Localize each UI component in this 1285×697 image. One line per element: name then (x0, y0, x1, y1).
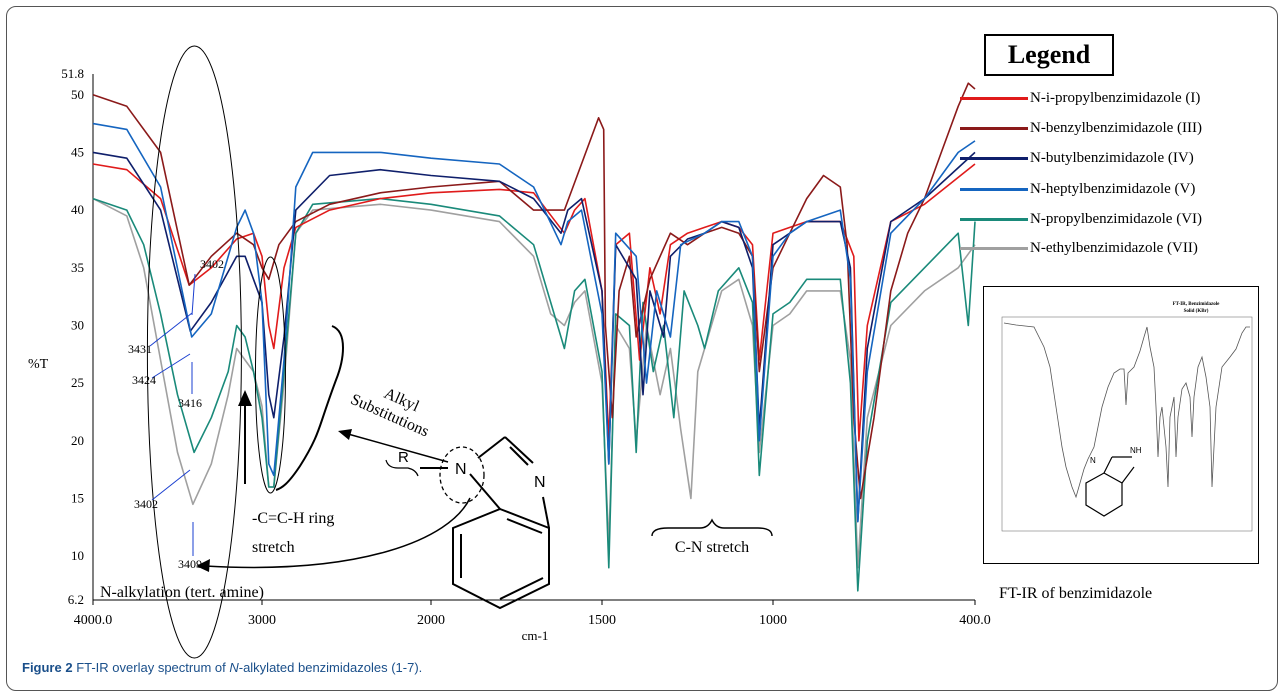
benzene-ring (452, 507, 550, 610)
legend-title: Legend (984, 34, 1114, 76)
n-alkylation-label: N-alkylation (tert. amine) (100, 584, 264, 601)
inset-caption: FT-IR of benzimidazole (999, 585, 1153, 602)
figure-caption: Figure 2 FT-IR overlay spectrum of N-alk… (22, 660, 422, 675)
double-bond (499, 577, 544, 600)
alkyl-arrow-shaft (347, 433, 449, 463)
peak-label: 3416 (178, 396, 202, 410)
caption-label: Figure 2 (22, 660, 73, 675)
peak-label: 3402 (200, 257, 224, 271)
legend-label: N-i-propylbenzimidazole (I) (1030, 90, 1201, 106)
legend-label: N-propylbenzimidazole (VI) (1030, 211, 1203, 227)
y-tick-label: 30 (71, 317, 84, 332)
x-tick-label: 2000 (417, 613, 445, 628)
nh-region-ellipse (146, 45, 242, 659)
series-line (92, 82, 976, 500)
inset-plot-frame (1001, 316, 1253, 532)
inset-bond (1103, 456, 1113, 474)
legend-swatch (960, 218, 1028, 222)
bond (504, 436, 534, 464)
y-tick-label: 50 (71, 87, 84, 102)
peak-label: 3424 (132, 373, 156, 387)
bond (542, 496, 550, 529)
legend-label: N-heptylbenzimidazole (V) (1030, 181, 1196, 197)
y-tick-label: 10 (71, 548, 84, 563)
bond (469, 473, 501, 510)
x-tick-label: 3000 (248, 613, 276, 628)
double-bond (509, 446, 529, 466)
series-line (92, 122, 976, 523)
legend-item: N-propylbenzimidazole (VI) (960, 211, 1202, 228)
ring-stretch-label-2: stretch (252, 539, 295, 556)
double-bond (506, 518, 543, 534)
caption-text-2: -alkylated benzimidazoles (1-7). (238, 660, 423, 675)
alkyl-arrow-head (338, 429, 352, 440)
alkyl-brace (275, 325, 344, 491)
legend-item: N-ethylbenzimidazole (VII) (960, 240, 1198, 257)
ch-region-ellipse (254, 256, 286, 494)
legend-swatch (960, 157, 1028, 161)
series-line (92, 197, 976, 592)
nalkyl-curved-arrow (204, 497, 471, 569)
bond (477, 436, 506, 459)
benzimidazole-inset: FT-IR, Benzimidazole Solid (KBr) N NH (983, 286, 1259, 564)
series-line (92, 197, 976, 569)
peak-leader-line (149, 312, 193, 347)
ring-stretch-label-1: -C=C-H ring (252, 510, 334, 527)
x-tick-label: 400.0 (959, 613, 991, 628)
mol-n2-label: N (534, 474, 546, 491)
legend-item: N-heptylbenzimidazole (V) (960, 181, 1195, 198)
up-arrow-head (238, 390, 252, 406)
cn-brace (651, 518, 773, 537)
caption-italic: N (229, 660, 239, 675)
legend-swatch (960, 127, 1028, 131)
y-tick-label: 6.2 (68, 592, 84, 607)
legend-swatch (960, 97, 1028, 101)
inset-nh-label: NH (1130, 446, 1142, 455)
benzimidazole-structure (385, 436, 550, 610)
y-tick-label: 25 (71, 375, 84, 390)
inset-spectrum-line (1003, 322, 1250, 499)
inset-benzene-ring (1085, 472, 1123, 517)
n-dashed-circle (439, 446, 485, 504)
y-tick-label: 45 (71, 144, 84, 159)
mol-r-label: R (398, 449, 409, 466)
peak-leader-line (151, 353, 191, 379)
nalkyl-arrow-head (196, 559, 210, 572)
inset-title-2: Solid (KBr) (1184, 309, 1209, 314)
x-tick-label: 1000 (759, 613, 787, 628)
inset-bond (1121, 466, 1135, 484)
y-tick-label: 20 (71, 433, 84, 448)
x-tick-label: 4000.0 (74, 613, 113, 628)
peak-leader-line (151, 469, 191, 501)
r-brace (385, 459, 419, 477)
y-tick-label: 51.8 (61, 66, 84, 81)
inset-benzimidazole-structure (1085, 456, 1135, 517)
figure-frame (6, 6, 1278, 691)
mol-n1-label: N (455, 461, 467, 478)
alkyl-substitutions-label: AlkylSubstitutions (348, 374, 439, 441)
legend-swatch (960, 247, 1028, 251)
peak-label: 3402 (134, 497, 158, 511)
peak-label: 3431 (128, 342, 152, 356)
y-tick-label: 35 (71, 260, 84, 275)
legend-label: N-benzylbenzimidazole (III) (1030, 120, 1202, 136)
y-axis-label: %T (28, 357, 49, 372)
caption-text-1: FT-IR overlay spectrum of (72, 660, 230, 675)
peak-leader-line (191, 273, 196, 316)
legend-label: N-ethylbenzimidazole (VII) (1030, 240, 1198, 256)
legend-swatch (960, 188, 1028, 192)
x-axis-label: cm-1 (522, 628, 549, 643)
x-tick-label: 1500 (588, 613, 616, 628)
inset-n-label: N (1090, 456, 1096, 465)
legend-label: N-butylbenzimidazole (IV) (1030, 150, 1194, 166)
legend-item: N-i-propylbenzimidazole (I) (960, 90, 1200, 107)
peak-label: 3409 (178, 557, 202, 571)
inset-title-1: FT-IR, Benzimidazole (1173, 302, 1221, 307)
y-tick-label: 15 (71, 490, 84, 505)
cn-stretch-label: C-N stretch (675, 539, 749, 556)
legend-item: N-benzylbenzimidazole (III) (960, 120, 1202, 137)
y-tick-label: 40 (71, 202, 84, 217)
legend-item: N-butylbenzimidazole (IV) (960, 150, 1194, 167)
